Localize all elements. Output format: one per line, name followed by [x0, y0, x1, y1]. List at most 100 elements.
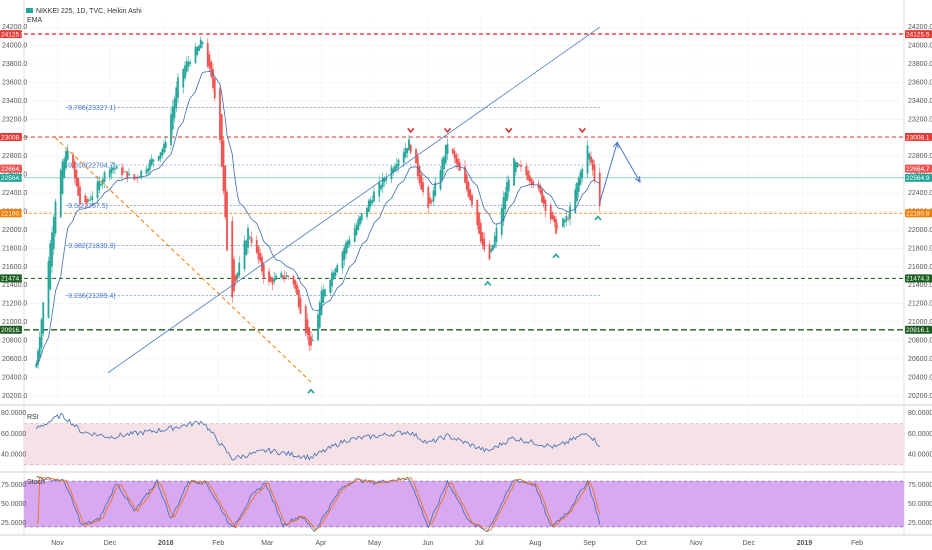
candle-body: [273, 277, 276, 282]
candle-body: [588, 153, 591, 160]
candle-body: [507, 179, 510, 192]
candle-body: [208, 54, 211, 69]
fibonacci-retracement[interactable]: 0.786(23327.1) 0.618(22704.7) 0.5(22267.5)…: [64, 105, 600, 300]
candle-body: [345, 242, 347, 254]
price-tick-label-left: 20800.0: [2, 338, 27, 345]
candle-body: [500, 208, 503, 235]
candle-body: [569, 206, 571, 220]
time-tick-label: 2019: [797, 540, 813, 547]
candle-body: [262, 264, 265, 279]
candle-body: [427, 187, 430, 208]
candle-body: [329, 280, 332, 293]
price-tag: [0, 209, 22, 218]
symbol-title[interactable]: NIKKEI 225, 1D, TVC, Heikin Ashi: [36, 8, 142, 15]
price-tag-label: 22180.8: [906, 211, 930, 218]
price-tag-label: 24125.5: [906, 31, 930, 38]
candle-body: [563, 219, 566, 223]
stoch-legend[interactable]: Stoch: [27, 479, 45, 486]
candle-body: [493, 236, 496, 248]
candle-body: [40, 319, 43, 348]
stoch-indicator: 75.0000 75.0000 50.0000 50.0000 25.0000 25.00…: [1, 475, 932, 533]
candle-body: [479, 223, 482, 242]
price-tag: [905, 325, 932, 334]
fib-level-label: 0.5(22267.5): [68, 203, 108, 210]
candle-body: [506, 182, 508, 201]
candle-body: [464, 166, 466, 183]
candle-body: [455, 154, 458, 164]
price-tag-label: 23008.1: [906, 134, 930, 141]
candle-body: [184, 65, 186, 79]
horizontal-levels: [24, 33, 904, 331]
candle-body: [199, 39, 202, 49]
indicator-line: [35, 413, 601, 461]
time-tick-label: Jun: [422, 540, 433, 547]
candle-body: [488, 244, 491, 260]
candle-body: [73, 161, 76, 179]
candle-body: [100, 183, 102, 186]
price-tick-label-right: 20600.0: [908, 356, 932, 363]
symbol-color-swatch: [26, 8, 33, 13]
candle-body: [385, 178, 388, 181]
candle-body: [430, 200, 433, 203]
price-tag: [905, 209, 932, 218]
descending-trendline[interactable]: [107, 26, 600, 374]
candle-body: [283, 276, 286, 278]
price-tag: [905, 30, 932, 39]
indicator-tick-left: 75.0000: [1, 482, 26, 489]
projection-arrow-up: [612, 141, 619, 149]
price-tag: [905, 133, 932, 142]
candle-body: [395, 164, 398, 169]
price-tick-label-left: 22000.0: [2, 227, 27, 234]
ascending-trendline[interactable]: [55, 137, 312, 383]
price-tick-label-right: 21000.0: [908, 319, 932, 326]
time-tick-label: May: [368, 540, 382, 547]
candle-body: [271, 279, 274, 285]
price-tag: [0, 173, 22, 182]
candle-body: [371, 200, 374, 203]
candle-body: [336, 265, 339, 273]
indicator-tick-left: 40.0000: [1, 452, 26, 459]
price-tick-label-right: 20800.0: [908, 338, 932, 345]
price-tag-label: 22564.9: [906, 175, 930, 182]
candle-body: [150, 158, 153, 166]
candle-body: [126, 171, 129, 179]
ema-legend[interactable]: EMA: [27, 17, 43, 24]
rsi-legend[interactable]: RSI: [27, 414, 39, 421]
candle-body: [101, 179, 104, 185]
candle-body: [268, 271, 270, 282]
candle-body: [530, 178, 533, 185]
candle-body: [565, 215, 568, 222]
candle-body: [269, 276, 272, 282]
candle-body: [185, 61, 188, 72]
price-tick-label-right: 23600.0: [908, 80, 932, 87]
candle-body: [224, 165, 227, 218]
candle-body: [495, 227, 498, 242]
candle-body: [115, 166, 118, 169]
price-tick-label-left: 23200.0: [2, 116, 27, 123]
candle-body: [367, 200, 370, 213]
drawings[interactable]: [55, 26, 641, 383]
price-tag: [0, 164, 22, 173]
fib-level-label: 0.786(23327.1): [68, 105, 115, 112]
candle-body: [98, 180, 101, 190]
candle-body: [490, 248, 493, 252]
candle-body: [103, 172, 106, 182]
candle-body: [429, 197, 431, 204]
price-tick-label-left: 21800.0: [2, 245, 27, 252]
candle-body: [121, 167, 123, 176]
price-tag-label: 21474.3: [906, 276, 930, 283]
candle-body: [275, 275, 277, 280]
ema-line: [36, 70, 600, 364]
candle-body: [287, 276, 290, 277]
candle-body: [380, 185, 382, 190]
candle-body: [320, 290, 323, 316]
projection-arrow-down: [634, 175, 641, 184]
candle-body: [187, 61, 190, 67]
candle-body: [343, 247, 346, 261]
candle-body: [397, 159, 400, 167]
price-tick-label-right: 21600.0: [908, 264, 932, 271]
candle-body: [593, 164, 596, 181]
fib-level-label: 0.236(21289.4): [68, 293, 115, 300]
candle-body: [567, 218, 570, 220]
